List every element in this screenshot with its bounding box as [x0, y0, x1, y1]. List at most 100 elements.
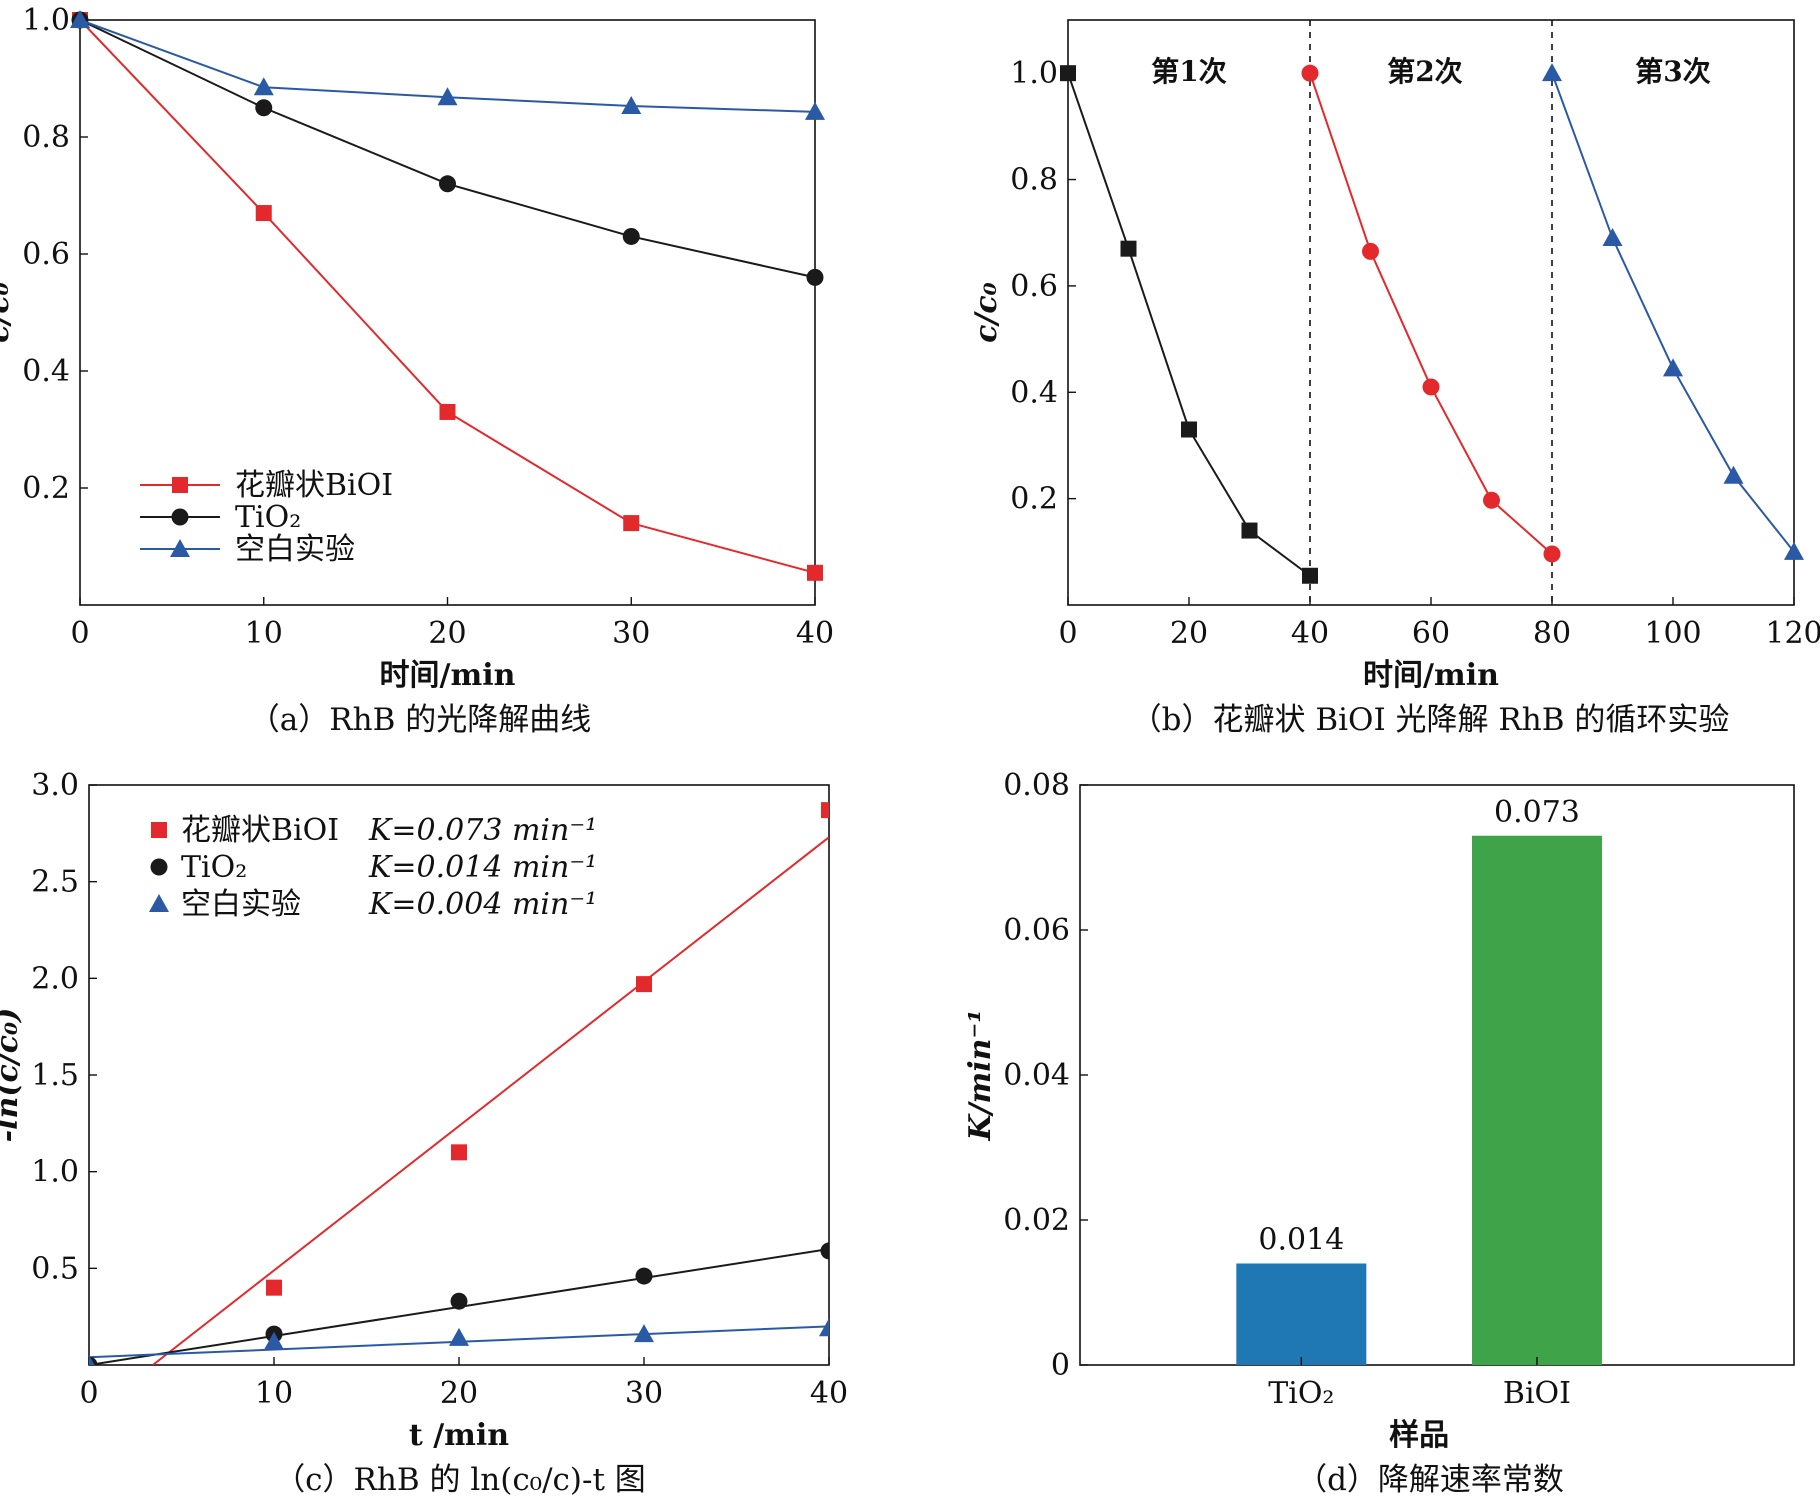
y-tick-label: 0.2	[22, 471, 70, 506]
data-point	[70, 10, 90, 28]
data-point	[623, 515, 640, 532]
series-line-1	[79, 19, 816, 279]
legend-marker	[172, 477, 188, 493]
data-point	[821, 802, 829, 819]
data-point	[255, 205, 272, 222]
x-tick-label: 20	[440, 1376, 478, 1411]
bar-value-label: 0.014	[1258, 1223, 1344, 1258]
y-tick-label: 2.0	[31, 961, 79, 996]
panel-b-cycle-chart: 0 20 40 60 80 100 120 0.2 0.4 0.6 0.8 1.0 时间/min c/c₀…	[969, 19, 1820, 693]
data-point	[1362, 242, 1379, 260]
data-point	[635, 1267, 653, 1285]
plot-frame	[1079, 784, 1795, 1366]
data-point	[1602, 228, 1623, 247]
data-point	[1543, 545, 1561, 563]
y-tick-label: 0.02	[1003, 1203, 1070, 1238]
legend-label: 花瓣状BiOI	[235, 468, 393, 503]
x-tick-label: 30	[625, 1376, 663, 1411]
x-tick-label: 20	[428, 616, 466, 651]
y-axis-title: c/c₀	[0, 282, 16, 343]
data-point	[264, 1331, 284, 1350]
x-tick-label: 0	[70, 616, 89, 651]
data-point	[1483, 491, 1500, 509]
data-point	[805, 101, 825, 120]
fit-line-0	[152, 836, 829, 1365]
legend-label: 花瓣状BiOI	[181, 813, 339, 848]
y-tick-label: 1.0	[1010, 56, 1058, 91]
y-tick-label: 0.08	[1003, 768, 1070, 803]
caption-b: （b）花瓣状 BiOI 光降解 RhB 的循环实验	[1131, 702, 1730, 738]
x-tick-label: 100	[1644, 616, 1701, 651]
plot-area	[89, 802, 829, 1365]
caption-a: （a）RhB 的光降解曲线	[249, 702, 591, 738]
y-tick-label: 2.5	[31, 865, 79, 900]
plot-frame	[1067, 19, 1795, 606]
y-tick-label: 0.04	[1003, 1058, 1070, 1093]
legend-marker	[150, 858, 168, 876]
y-tick-label: 0.5	[31, 1251, 79, 1286]
y-tick-label: 3.0	[31, 768, 79, 803]
y-tick-label: 1.0	[22, 3, 70, 38]
series-line-2	[1551, 72, 1795, 553]
bar-0	[1236, 1263, 1367, 1365]
data-point	[437, 87, 458, 106]
data-point	[1723, 465, 1744, 484]
data-point	[449, 1327, 469, 1346]
data-point	[439, 175, 456, 193]
y-axis-title: -ln(c/c₀)	[0, 1008, 25, 1143]
data-point	[820, 1242, 829, 1260]
x-axis-title: 样品	[1389, 1418, 1449, 1453]
data-point	[253, 77, 274, 96]
x-tick-label: TiO₂	[1268, 1376, 1334, 1411]
legend-label: TiO₂	[235, 500, 301, 535]
legend-label: 空白实验	[181, 887, 301, 922]
x-tick-label: 0	[1058, 616, 1077, 651]
y-tick-label: 0.4	[22, 354, 70, 389]
x-tick-label: 10	[255, 1376, 293, 1411]
data-point	[1422, 378, 1440, 396]
y-axis-title: K/min⁻¹	[963, 1010, 998, 1142]
y-axis-title: c/c₀	[969, 282, 1004, 343]
y-tick-label: 0.4	[1010, 375, 1058, 410]
x-tick-label: 80	[1533, 616, 1571, 651]
data-point	[1120, 240, 1137, 257]
legend-marker	[170, 539, 190, 557]
y-tick-label: 0.2	[1010, 482, 1058, 517]
panel-c-kinetics-chart: 0 10 20 30 40 0.5 1.0 1.5 2.0 2.5 3.0 t /min -ln(c/c…	[0, 768, 848, 1453]
legend-rate-label: K=0.014 min⁻¹	[368, 850, 597, 885]
data-point	[622, 227, 640, 245]
x-tick-label: 20	[1170, 616, 1208, 651]
y-tick-label: 0.8	[1010, 163, 1058, 198]
y-tick-label: 0.06	[1003, 913, 1070, 948]
data-point	[1663, 358, 1683, 377]
y-tick-label: 1.5	[31, 1058, 79, 1093]
data-point	[255, 99, 273, 117]
legend-label: TiO₂	[181, 850, 247, 885]
x-tick-label: BiOI	[1503, 1376, 1571, 1411]
panel-a-line-chart: 0 10 20 30 40 0.2 0.4 0.6 0.8 1.0 时间/min c/c₀ 花瓣状BiO…	[0, 3, 834, 693]
cycle-label: 第3次	[1635, 55, 1710, 88]
series-line-1	[1309, 72, 1553, 555]
bar-1	[1471, 835, 1602, 1365]
data-point	[1302, 567, 1318, 584]
data-point	[439, 403, 456, 420]
data-point	[1784, 541, 1804, 560]
data-point	[89, 1355, 95, 1365]
legend-label: 空白实验	[235, 532, 355, 567]
x-axis-title: 时间/min	[1363, 658, 1499, 693]
x-tick-label: 40	[810, 1376, 848, 1411]
x-tick-label: 30	[612, 616, 650, 651]
y-tick-label: 0.6	[22, 237, 70, 272]
data-point	[621, 95, 642, 114]
series-line-0	[1067, 72, 1311, 577]
cycle-label: 第2次	[1387, 55, 1462, 88]
y-tick-label: 0.8	[22, 120, 70, 155]
data-point	[807, 564, 823, 581]
data-point	[806, 268, 824, 286]
data-point	[1060, 65, 1076, 82]
legend-rate-label: K=0.073 min⁻¹	[368, 813, 597, 848]
x-tick-label: 60	[1412, 616, 1450, 651]
bar-value-label: 0.073	[1494, 795, 1580, 830]
data-point	[1241, 522, 1258, 539]
